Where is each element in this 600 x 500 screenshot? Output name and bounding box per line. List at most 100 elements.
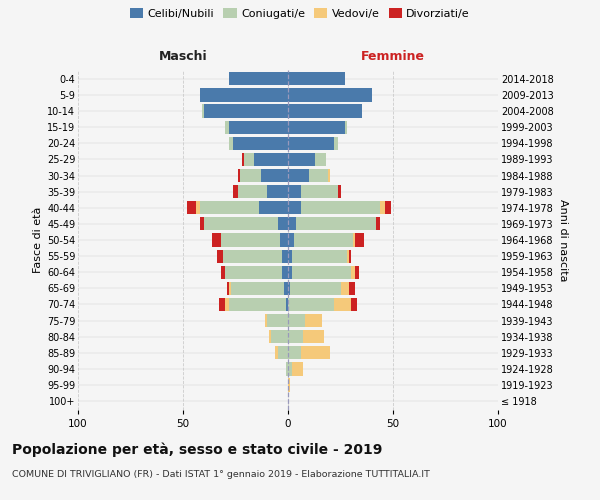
Bar [288,169,309,182]
Bar [244,153,254,166]
Bar [288,282,290,295]
Bar [288,346,301,360]
Bar [288,234,295,246]
Bar [229,298,286,311]
Bar [229,120,288,134]
Bar [288,136,334,150]
Bar [355,234,364,246]
Bar [288,330,303,344]
Bar [282,250,288,262]
Bar [227,282,229,295]
Bar [238,185,267,198]
Bar [269,330,271,344]
Bar [301,185,338,198]
Bar [196,201,200,214]
Bar [345,120,347,134]
Bar [292,266,351,279]
Bar [218,298,225,311]
Bar [288,185,301,198]
Bar [267,314,288,327]
Bar [328,169,330,182]
Bar [282,266,288,279]
Bar [288,362,292,376]
Legend: Celibi/Nubili, Coniugati/e, Vedovi/e, Divorziati/e: Celibi/Nubili, Coniugati/e, Vedovi/e, Di… [130,8,470,19]
Bar [260,169,288,182]
Bar [288,120,345,134]
Text: Popolazione per età, sesso e stato civile - 2019: Popolazione per età, sesso e stato civil… [12,442,382,457]
Bar [301,201,380,214]
Bar [233,136,288,150]
Bar [349,282,355,295]
Bar [288,250,292,262]
Y-axis label: Fasce di età: Fasce di età [32,207,43,273]
Bar [202,104,204,118]
Bar [221,266,225,279]
Bar [277,346,288,360]
Bar [223,250,282,262]
Bar [212,234,221,246]
Bar [187,201,196,214]
Bar [385,201,391,214]
Bar [292,250,347,262]
Bar [280,234,288,246]
Bar [240,169,260,182]
Bar [380,201,385,214]
Bar [217,250,223,262]
Bar [200,218,204,230]
Bar [303,330,324,344]
Y-axis label: Anni di nascita: Anni di nascita [557,198,568,281]
Bar [200,201,259,214]
Bar [290,282,341,295]
Bar [238,169,240,182]
Bar [376,218,380,230]
Bar [334,298,351,311]
Bar [233,185,238,198]
Bar [225,120,229,134]
Bar [288,201,301,214]
Bar [284,282,288,295]
Bar [288,88,372,102]
Bar [301,346,330,360]
Bar [204,104,288,118]
Bar [309,169,328,182]
Bar [204,218,277,230]
Bar [288,266,292,279]
Bar [288,314,305,327]
Bar [267,185,288,198]
Bar [229,136,233,150]
Bar [338,185,341,198]
Bar [265,314,267,327]
Text: Maschi: Maschi [158,50,208,62]
Bar [288,153,316,166]
Bar [341,282,349,295]
Bar [347,250,349,262]
Bar [351,298,358,311]
Bar [221,234,280,246]
Bar [271,330,288,344]
Bar [275,346,277,360]
Bar [277,218,288,230]
Bar [232,282,284,295]
Bar [225,298,229,311]
Bar [288,104,361,118]
Bar [349,250,351,262]
Bar [229,72,288,86]
Bar [296,218,376,230]
Bar [288,218,296,230]
Bar [200,88,288,102]
Bar [288,72,345,86]
Bar [288,298,334,311]
Bar [259,201,288,214]
Text: COMUNE DI TRIVIGLIANO (FR) - Dati ISTAT 1° gennaio 2019 - Elaborazione TUTTITALI: COMUNE DI TRIVIGLIANO (FR) - Dati ISTAT … [12,470,430,479]
Bar [229,282,232,295]
Bar [288,378,290,392]
Text: Femmine: Femmine [361,50,425,62]
Bar [225,266,282,279]
Bar [316,153,326,166]
Bar [355,266,359,279]
Bar [353,234,355,246]
Bar [242,153,244,166]
Bar [254,153,288,166]
Bar [286,298,288,311]
Bar [305,314,322,327]
